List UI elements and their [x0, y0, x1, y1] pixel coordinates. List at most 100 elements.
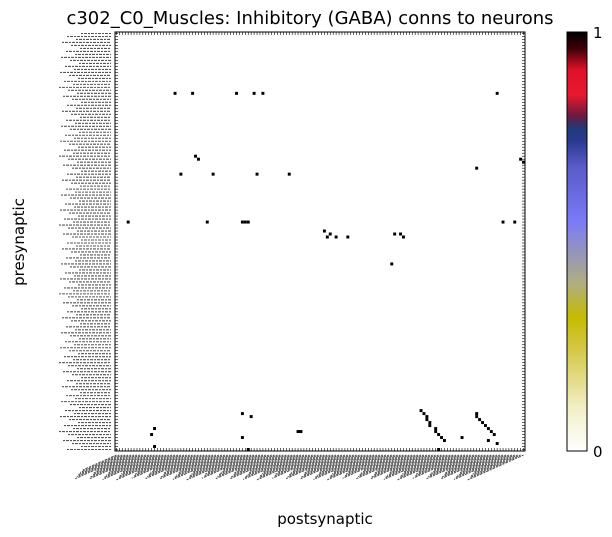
x-tick-label [235, 454, 272, 472]
x-tick-label [148, 454, 193, 476]
x-tick-label [414, 454, 463, 477]
heatmap-cell [425, 418, 429, 422]
heatmap-cell [475, 412, 479, 416]
x-tick-label [159, 454, 214, 480]
x-tick-label [428, 454, 477, 478]
chart-title: c302_C0_Muscles: Inhibitory (GABA) conns… [66, 8, 553, 29]
x-tick-label [90, 454, 141, 478]
x-tick-label [397, 454, 454, 481]
x-tick-label [275, 454, 319, 475]
heatmap-cell [194, 154, 197, 158]
x-tick-label [432, 454, 469, 471]
x-tick-label [327, 454, 384, 481]
x-tick-label [206, 454, 246, 473]
heatmap-cell [460, 436, 464, 440]
x-tick-label [133, 454, 182, 477]
x-tick-label [328, 454, 381, 479]
x-tick-label [260, 454, 308, 477]
x-tick-label [203, 454, 252, 477]
heatmap-cell [328, 232, 332, 236]
colorbar: 1 0 [566, 24, 603, 461]
heatmap-cell [425, 415, 429, 419]
x-tick-label [74, 454, 129, 480]
x-tick-label [217, 454, 267, 478]
heatmap-cell [211, 172, 215, 176]
x-tick-label [261, 454, 305, 475]
x-tick-label [371, 454, 422, 478]
x-tick-label [299, 454, 354, 480]
x-axis-label: postsynaptic [277, 510, 373, 528]
x-tick-label [319, 454, 357, 472]
heatmap-cell [296, 430, 300, 434]
x-tick-label [205, 454, 249, 475]
x-tick-label [78, 454, 123, 476]
x-tick-label [79, 454, 120, 474]
x-tick-label [301, 454, 351, 478]
x-tick-label [402, 454, 445, 475]
heatmap-cell [478, 418, 482, 422]
colorbar-tick-max: 1 [593, 24, 603, 42]
x-tick-label [374, 454, 416, 474]
x-tick-label [191, 454, 234, 475]
heatmap-cell [240, 412, 244, 416]
x-tick-label [258, 454, 310, 479]
heatmap-cell [153, 445, 156, 448]
heatmap-cell [261, 91, 265, 95]
x-tick-label [376, 454, 413, 472]
heatmap-cell [179, 172, 183, 176]
x-tick-label [116, 454, 173, 481]
x-tick-label [188, 454, 240, 479]
x-tick-label [243, 454, 299, 480]
heatmap-cell [287, 172, 291, 176]
x-tick-label [91, 454, 138, 476]
x-tick-label [179, 454, 217, 472]
y-axis-label: presynaptic [10, 198, 28, 286]
x-tick-label [246, 454, 293, 476]
x-tick-label [272, 454, 325, 479]
y-axis-ticks [115, 33, 525, 450]
x-tick-label [109, 454, 146, 472]
heatmap-cell [390, 262, 394, 266]
heatmap-cell [519, 157, 523, 161]
heatmap-cell [191, 91, 195, 95]
x-tick-label [453, 454, 510, 480]
x-tick-label [356, 454, 410, 480]
heatmap-cell [346, 235, 350, 239]
heatmap-cell [428, 424, 432, 428]
heatmap-cell [489, 430, 493, 434]
x-tick-label [105, 454, 152, 476]
x-tick-label [388, 454, 431, 474]
heatmap-cell [299, 430, 303, 434]
x-tick-label [93, 454, 135, 474]
heatmap-cell [475, 415, 479, 419]
x-tick-label [467, 454, 524, 481]
heatmap-cell [495, 442, 499, 446]
x-tick-label [162, 454, 208, 476]
x-tick-label [304, 454, 346, 474]
x-tick-label [357, 454, 407, 478]
x-tick-label [249, 454, 287, 472]
heatmap-cell [399, 232, 402, 236]
x-tick-label [318, 454, 360, 474]
x-tick-label [347, 454, 387, 473]
x-axis-tick-labels [74, 454, 524, 481]
x-tick-label [306, 454, 343, 472]
x-tick-label [165, 454, 202, 472]
x-tick-label [333, 454, 372, 473]
x-axis-ticks [116, 32, 524, 451]
heatmap-cell [501, 220, 505, 224]
heatmap-cell [322, 229, 326, 233]
x-tick-label [146, 454, 196, 478]
x-tick-label [330, 454, 378, 477]
x-tick-label [386, 454, 433, 476]
x-tick-label [474, 454, 513, 473]
heatmap-cell [486, 439, 490, 443]
x-tick-label [107, 454, 149, 474]
x-tick-label [134, 454, 179, 475]
x-tick-label [121, 454, 164, 475]
x-tick-label [263, 454, 302, 473]
heatmap-cell [246, 220, 250, 224]
heatmap-cell [422, 412, 426, 416]
plot-area [114, 31, 526, 452]
